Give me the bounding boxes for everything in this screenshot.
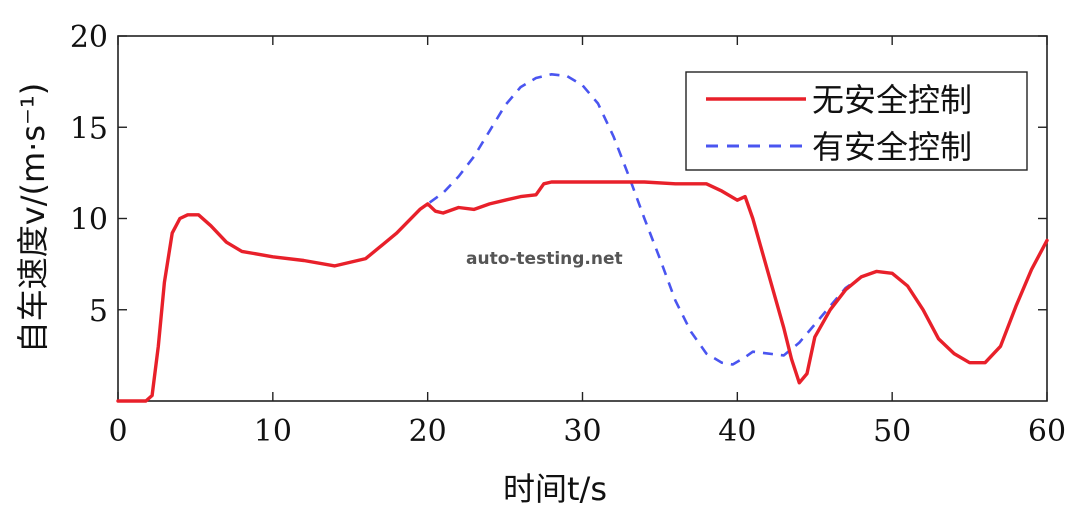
x-tick-label: 10 bbox=[254, 414, 292, 449]
y-tick-label: 10 bbox=[70, 203, 108, 238]
x-tick-label: 40 bbox=[718, 414, 756, 449]
x-axis-label: 时间t/s bbox=[503, 470, 607, 508]
y-tick-labels: 5 10 15 20 bbox=[70, 20, 108, 329]
y-tick-label: 20 bbox=[70, 20, 108, 55]
legend: 无安全控制 有安全控制 bbox=[685, 71, 1028, 171]
series-line-no-safety-control bbox=[116, 180, 1049, 403]
series-layer bbox=[116, 73, 1049, 403]
y-axis-label: 自车速度v/(m·s⁻¹) bbox=[14, 83, 52, 353]
watermark: auto-testing.net bbox=[466, 249, 623, 269]
legend-label-no-safety-control: 无安全控制 bbox=[812, 81, 972, 119]
x-tick-label: 0 bbox=[108, 414, 127, 449]
x-tick-label: 50 bbox=[873, 414, 911, 449]
legend-label-with-safety-control: 有安全控制 bbox=[812, 128, 972, 166]
x-tick-label: 20 bbox=[409, 414, 447, 449]
y-tick-label: 5 bbox=[89, 294, 108, 329]
y-tick-label: 15 bbox=[70, 111, 108, 146]
x-tick-labels: 0 10 20 30 40 50 60 bbox=[108, 414, 1066, 449]
legend-box bbox=[685, 71, 1028, 171]
tick-marks bbox=[117, 35, 1048, 401]
x-tick-label: 30 bbox=[563, 414, 601, 449]
x-tick-label: 60 bbox=[1028, 414, 1066, 449]
